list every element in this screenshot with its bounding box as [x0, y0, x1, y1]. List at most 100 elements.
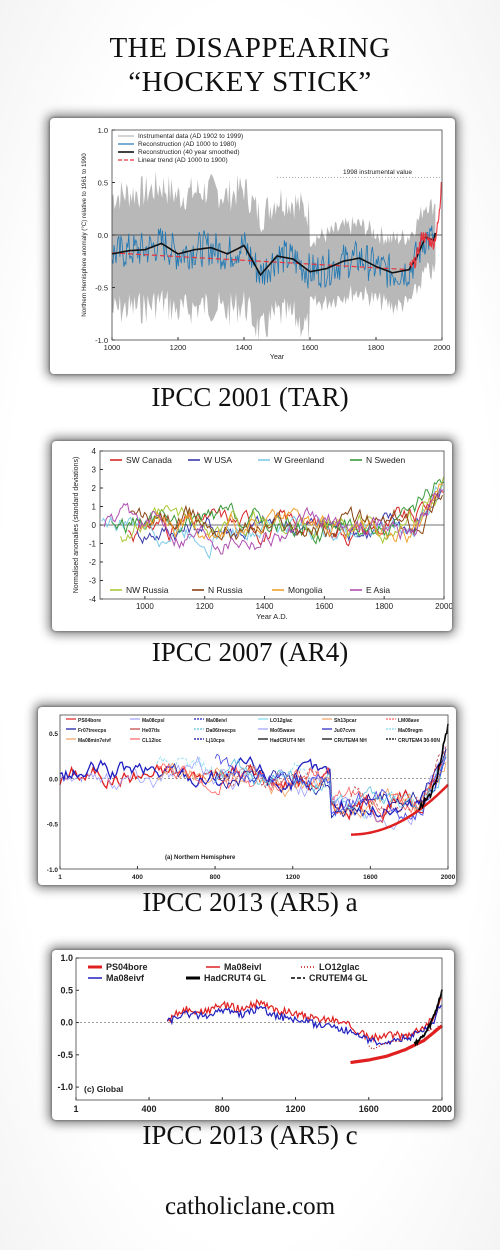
panel-label: (a) Northern Hemisphere [165, 855, 236, 861]
panel-label: (c) Global [84, 1084, 123, 1094]
x-tick-label: 400 [132, 874, 143, 881]
y-tick-label: -0.5 [95, 284, 108, 293]
x-tick-label: 400 [142, 1104, 157, 1114]
legend-entry: SW Canada [126, 455, 172, 465]
legend-entry: CRUTEM4 GL [309, 973, 368, 983]
reconstruction-series [214, 754, 447, 812]
legend-entry: Ma09regm [398, 728, 423, 734]
reconstruction-line [111, 225, 436, 289]
x-tick-label: 800 [215, 1104, 230, 1114]
legend-entry: Instrumental data (AD 1902 to 1999) [138, 133, 243, 140]
footer-site: catholiclane.com [164, 1193, 336, 1220]
x-tick-label: 1800 [375, 602, 393, 611]
caption-ar4: IPCC 2007 (AR4) [151, 637, 349, 667]
legend-entry: Reconstruction (AD 1000 to 1980) [138, 141, 236, 148]
x-tick-label: 2000 [441, 874, 456, 881]
x-tick-label: 1 [58, 874, 62, 881]
y-tick-label: -4 [89, 595, 97, 604]
chart-ar5c: 1 400 800 1200 1600 2000 1.0 0.5 0.0 -0.5 -1.0 (c) … [57, 953, 452, 1114]
legend-entry: N Sweden [366, 455, 405, 465]
legend-entry: LO12glac [319, 962, 360, 972]
legend-entry: CRUTEM4 30-90N [398, 738, 440, 744]
legend-entry: Da06treecps [206, 728, 236, 734]
y-tick-label: 0.5 [49, 731, 58, 738]
legend-entry: Ma08eivl [224, 962, 262, 972]
y-tick-label: -1.0 [47, 867, 59, 874]
y-axis-label: Normalised anomalies (standard deviation… [73, 457, 80, 594]
y-tick-label: 1.0 [60, 953, 73, 963]
y-tick-label: 0.0 [49, 776, 58, 783]
y-tick-label: -1.0 [95, 336, 108, 345]
y-tick-label: -2 [89, 558, 97, 567]
y-tick-label: -3 [89, 577, 97, 586]
x-tick-label: 1200 [170, 343, 187, 352]
series-ma08eivl [166, 996, 442, 1043]
legend-entry: Ma08cpsl [142, 718, 165, 724]
x-tick-label: 2000 [432, 1104, 452, 1114]
legend-entry: Fr07treecps [78, 728, 107, 734]
legend-entry: Reconstruction (40 year smoothed) [138, 149, 240, 156]
y-tick-label: 1.0 [98, 126, 108, 135]
legend-entry: N Russia [208, 585, 243, 595]
chart-ar4: 1000 1200 1400 1600 1800 2000 -4 -3 -2 -1 0 1 2 3 4 Yea… [73, 447, 452, 621]
annotation-1998: 1998 instrumental value [343, 169, 412, 176]
x-tick-label: 2000 [434, 343, 451, 352]
caption-tar: IPCC 2001 (TAR) [151, 382, 349, 412]
chart-ar5a: 1 400 800 1200 1600 2000 -1.0 -0.5 0.0 0.5 (a) Nor… [47, 714, 456, 881]
x-tick-label: 1400 [256, 602, 274, 611]
legend-entry: E Asia [366, 585, 390, 595]
y-tick-label: 0 [92, 521, 97, 530]
legend-entry: Lj10cps [206, 738, 225, 744]
series-mongolia [139, 483, 443, 544]
x-tick-label: 1200 [286, 1104, 306, 1114]
y-tick-label: 4 [92, 447, 97, 456]
y-tick-label: -1.0 [57, 1082, 73, 1092]
x-tick-label: 1200 [285, 874, 300, 881]
y-axis-label: Northern Hemisphere anomaly (°C) relativ… [81, 153, 88, 317]
reconstruction-series [59, 745, 445, 831]
legend-entry: Sh13pcar [334, 718, 357, 724]
legend-entry: Ma08min7eivf [78, 738, 111, 744]
title-line-2: “HOCKEY STICK” [128, 66, 372, 98]
reconstruction-series [156, 761, 447, 819]
series-hadcrut4-gl [413, 989, 443, 1047]
series-e-asia [103, 488, 444, 555]
chart-panel-tar: 1998 instrumental value 1000 1200 1400 1600 1… [50, 118, 455, 374]
legend-entry: Ju07cvm [334, 728, 356, 734]
legend-entry: Linear trend (AD 1000 to 1900) [138, 157, 228, 164]
series-ps04bore [350, 783, 449, 836]
series-n-russia [129, 492, 443, 541]
x-tick-label: 1600 [315, 602, 333, 611]
ar5c-plot-frame [75, 957, 443, 1101]
y-tick-label: 0.0 [98, 231, 108, 240]
legend-entry: LO12glac [270, 718, 293, 724]
x-axis-label: Year A.D. [256, 612, 287, 621]
title-line-1: THE DISAPPEARING [109, 32, 391, 64]
series-ps04bore [350, 1024, 443, 1065]
legend-entry: Mongolia [288, 585, 323, 595]
x-tick-label: 1 [73, 1104, 78, 1114]
legend-entry: HadCRUT4 GL [204, 973, 267, 983]
series-ma08eivf [166, 1004, 442, 1046]
x-axis-label: Year [270, 354, 285, 361]
y-tick-label: 2 [92, 484, 97, 493]
reconstruction-series [59, 755, 445, 819]
reconstruction-series [156, 748, 447, 821]
y-tick-label: -0.5 [47, 822, 59, 829]
y-tick-label: 0.5 [60, 985, 73, 995]
y-tick-label: 3 [92, 466, 97, 475]
x-tick-label: 1600 [359, 1104, 379, 1114]
y-tick-label: 1 [92, 503, 97, 512]
y-tick-label: 0.0 [60, 1018, 73, 1028]
legend-entry: HadCRUT4 NH [270, 738, 305, 744]
legend-entry: W Greenland [274, 455, 324, 465]
y-tick-label: -0.5 [57, 1050, 73, 1060]
x-tick-label: 1000 [104, 343, 121, 352]
caption-ar5c: IPCC 2013 (AR5) c [142, 1120, 358, 1150]
legend-entry: NW Russia [126, 585, 169, 595]
x-tick-label: 1200 [196, 602, 214, 611]
legend-entry: Mo05wave [270, 728, 295, 734]
y-tick-label: -1 [89, 540, 97, 549]
x-tick-label: 1000 [136, 602, 154, 611]
series-hadcrut4-nh [418, 723, 449, 811]
